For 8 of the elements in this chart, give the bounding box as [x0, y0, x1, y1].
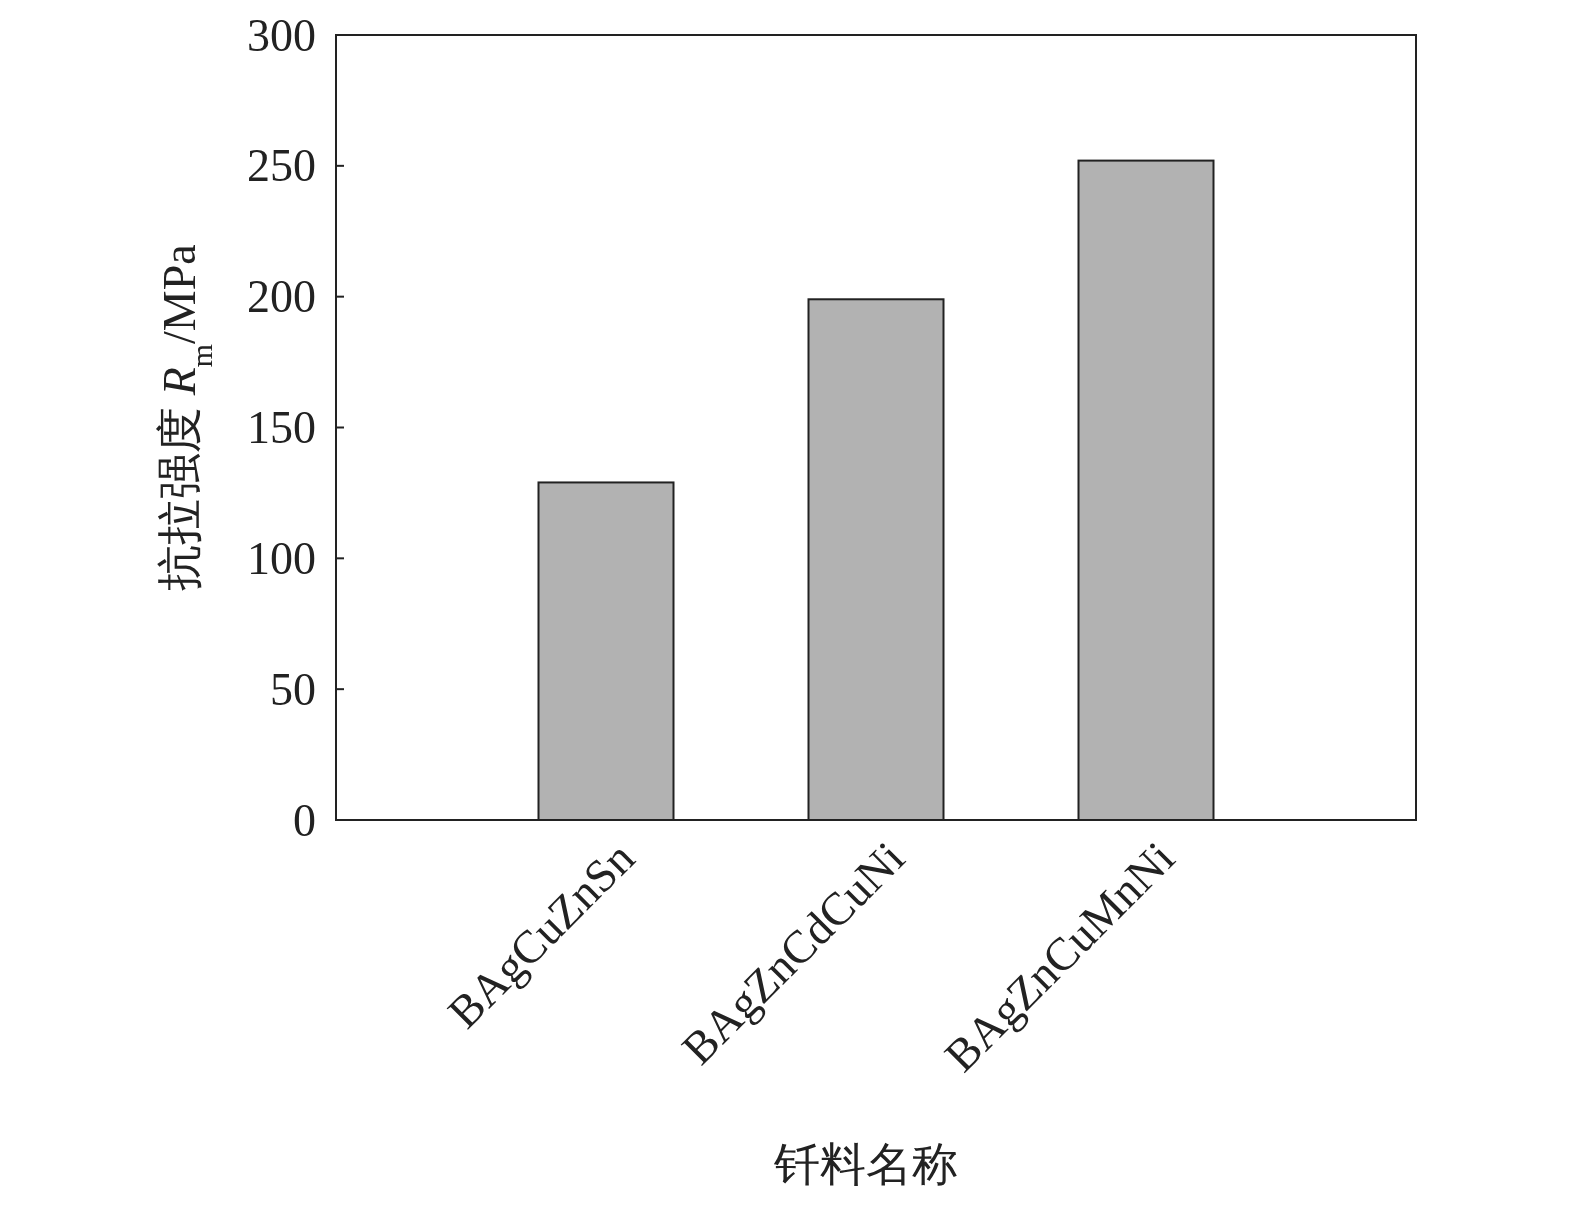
x-axis-title: 钎料名称: [773, 1139, 958, 1190]
y-tick-label: 100: [247, 532, 316, 584]
y-tick-label: 300: [247, 9, 316, 61]
y-tick-label: 250: [247, 140, 316, 192]
y-tick-label: 0: [293, 794, 316, 846]
y-tick-label: 150: [247, 402, 316, 453]
y-tick-label: 200: [247, 271, 316, 323]
y-tick-label: 50: [270, 663, 316, 715]
